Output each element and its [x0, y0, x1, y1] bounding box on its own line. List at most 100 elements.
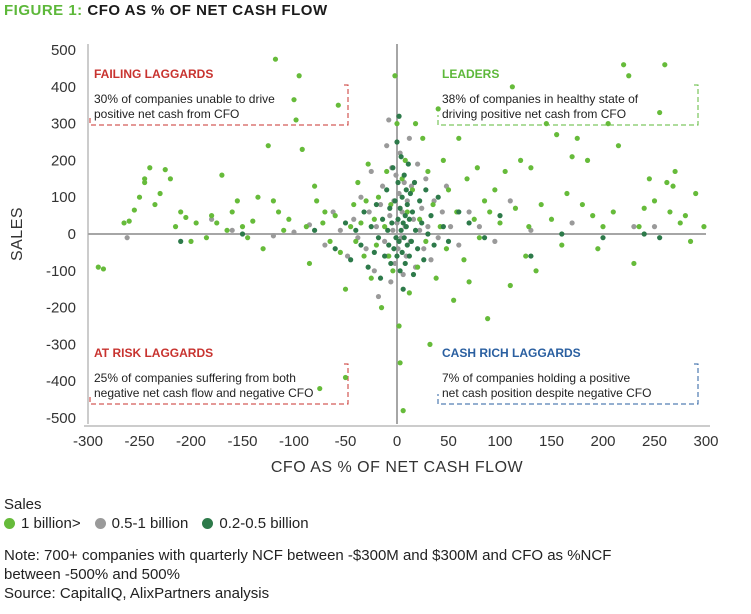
scatter-point: [512, 205, 519, 211]
scatter-point: [440, 224, 446, 230]
scatter-point: [299, 146, 305, 152]
scatter-point: [427, 341, 433, 347]
scatter-point: [388, 279, 394, 285]
scatter-point: [421, 257, 427, 263]
scatter-point: [239, 224, 246, 230]
scatter-point: [358, 242, 364, 248]
scatter-point: [476, 235, 482, 241]
scatter-point: [406, 253, 412, 259]
scatter-point: [245, 235, 251, 241]
scatter-point: [428, 257, 434, 263]
quadrant-desc-failing: 30% of companies unable to drive: [94, 92, 275, 106]
quadrant-title-leaders: LEADERS: [442, 67, 499, 81]
scatter-point: [312, 227, 318, 233]
scatter-point: [415, 246, 421, 252]
scatter-point: [403, 187, 409, 193]
scatter-point: [682, 213, 689, 219]
scatter-point: [373, 224, 379, 230]
scatter-point: [366, 209, 372, 215]
scatter-point: [392, 198, 398, 204]
x-tick-label: -100: [279, 433, 309, 450]
scatter-point: [687, 238, 694, 244]
scatter-point: [167, 176, 173, 182]
x-tick-label: 250: [642, 433, 667, 450]
scatter-point: [142, 176, 148, 182]
scatter-point: [419, 205, 425, 211]
scatter-point: [382, 238, 388, 244]
scatter-point: [392, 73, 398, 79]
scatter-point: [433, 275, 439, 281]
scatter-point: [631, 224, 637, 230]
quadrant-title-atrisk: AT RISK LAGGARDS: [94, 346, 213, 360]
scatter-point: [396, 238, 402, 244]
scatter-point: [320, 220, 326, 226]
scatter-point: [275, 209, 282, 215]
scatter-point: [456, 135, 462, 141]
quadrant-bracket-leaders: [437, 84, 699, 126]
scatter-point: [615, 143, 622, 149]
scatter-point: [395, 246, 401, 252]
scatter-point: [351, 216, 357, 222]
legend-title: Sales: [4, 496, 42, 513]
scatter-point: [384, 168, 390, 175]
scatter-point: [523, 253, 529, 259]
scatter-point: [481, 235, 488, 241]
y-tick-label: -100: [46, 263, 76, 280]
scatter-point: [431, 242, 437, 248]
scatter-point: [664, 179, 670, 186]
legend-label: 0.5-1 billion: [111, 515, 189, 532]
scatter-point: [464, 176, 470, 182]
scatter-point: [410, 216, 417, 222]
scatter-point: [126, 218, 132, 224]
scatter-point: [440, 157, 446, 163]
scatter-point: [389, 220, 395, 226]
scatter-point: [605, 121, 611, 127]
scatter-point: [569, 154, 575, 160]
scatter-point: [183, 214, 189, 221]
scatter-point: [509, 84, 515, 90]
scatter-point: [481, 198, 488, 204]
scatter-point: [272, 56, 279, 62]
x-axis-label: CFO AS % OF NET CASH FLOW: [271, 459, 524, 476]
scatter-point: [543, 121, 549, 127]
scatter-point: [631, 260, 637, 267]
scatter-point: [368, 224, 374, 230]
scatter-point: [188, 238, 194, 244]
scatter-point: [411, 179, 418, 186]
x-tick-label: 50: [440, 433, 457, 450]
scatter-point: [291, 97, 297, 103]
scatter-point: [492, 187, 498, 193]
x-tick-label: 0: [393, 433, 401, 450]
legend-label: 0.2-0.5 billion: [219, 515, 309, 532]
scatter-point: [559, 242, 565, 248]
scatter-point: [419, 220, 425, 226]
scatter-point: [425, 168, 431, 175]
scatter-point: [485, 316, 491, 322]
x-tick-label: 200: [590, 433, 615, 450]
x-tick-label: -250: [124, 433, 154, 450]
scatter-point: [590, 213, 596, 219]
scatter-point: [178, 238, 184, 244]
scatter-point: [428, 213, 434, 219]
scatter-point: [260, 246, 266, 252]
scatter-point: [365, 264, 371, 270]
scatter-point: [239, 231, 246, 237]
scatter-point: [172, 224, 179, 230]
y-tick-label: 500: [51, 42, 76, 59]
quadrant-title-failing: FAILING LAGGARDS: [94, 67, 213, 81]
scatter-point: [420, 135, 426, 141]
scatter-point: [399, 249, 405, 255]
legend-item-0-5-1b: 0.5-1 billion: [94, 515, 189, 532]
scatter-point: [528, 253, 534, 259]
scatter-point: [209, 213, 215, 219]
scatter-point: [492, 238, 498, 244]
scatter-point: [395, 216, 401, 222]
y-axis-label: SALES: [9, 207, 26, 261]
y-tick-label: -500: [46, 410, 76, 427]
scatter-point: [121, 220, 127, 226]
scatter-point: [636, 224, 642, 230]
scatter-point: [229, 227, 235, 233]
scatter-point: [461, 257, 467, 263]
scatter-point: [528, 165, 534, 171]
scatter-point: [219, 172, 225, 178]
